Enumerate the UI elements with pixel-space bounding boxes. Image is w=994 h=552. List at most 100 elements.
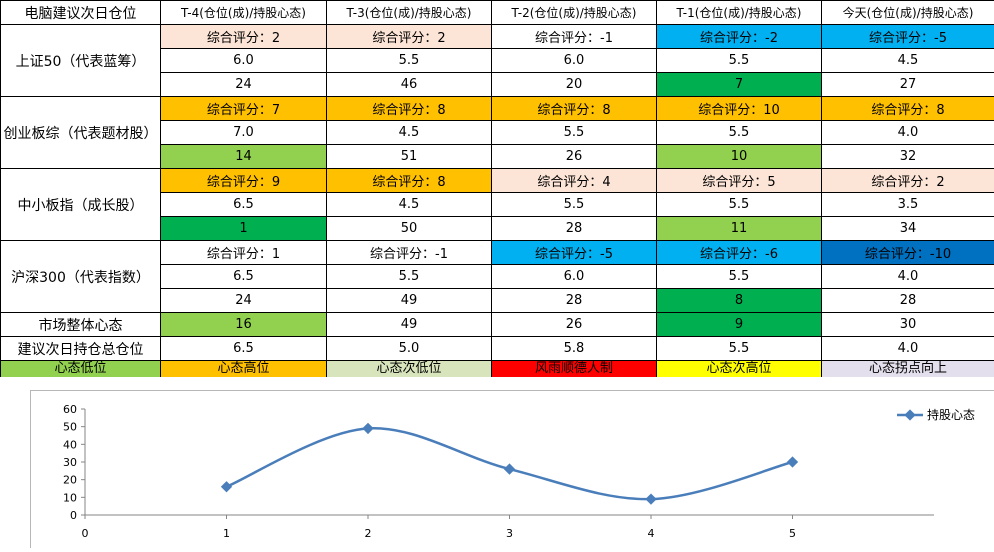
position-cell: 6.5 (161, 265, 327, 289)
data-point-marker (645, 493, 656, 504)
legend-cell: 心态低位 (1, 361, 161, 378)
legend-cell: 心态高位 (161, 361, 327, 378)
suggest-cell: 6.5 (161, 337, 327, 361)
market-mood-cell: 30 (822, 313, 994, 337)
index-name: 沪深300（代表指数） (1, 241, 161, 313)
position-cell: 3.5 (822, 193, 994, 217)
mood-cell: 14 (161, 145, 327, 169)
score-cell: 综合评分：-1 (327, 241, 492, 265)
legend-label: 持股心态 (927, 407, 975, 422)
x-tick-label: 0 (82, 527, 89, 540)
position-cell: 5.5 (657, 193, 822, 217)
score-cell: 综合评分：4 (492, 169, 657, 193)
position-cell: 5.5 (492, 193, 657, 217)
x-tick-label: 4 (648, 527, 655, 540)
index-name: 上证50（代表蓝筹） (1, 25, 161, 97)
table-title: 电脑建议次日仓位 (1, 1, 161, 25)
mood-cell: 51 (327, 145, 492, 169)
y-tick-label: 10 (63, 491, 77, 504)
suggest-cell: 5.8 (492, 337, 657, 361)
mood-cell: 28 (822, 289, 994, 313)
legend-marker (904, 409, 915, 420)
position-cell: 5.5 (657, 121, 822, 145)
score-cell: 综合评分：1 (161, 241, 327, 265)
market-mood-cell: 49 (327, 313, 492, 337)
position-cell: 4.0 (822, 121, 994, 145)
mood-cell: 20 (492, 73, 657, 97)
suggest-label: 建议次日持仓总仓位 (1, 337, 161, 361)
mood-cell: 8 (657, 289, 822, 313)
position-cell: 7.0 (161, 121, 327, 145)
position-cell: 5.5 (657, 265, 822, 289)
mood-cell: 28 (492, 289, 657, 313)
y-tick-label: 50 (63, 421, 77, 434)
position-cell: 5.5 (327, 49, 492, 73)
mood-cell: 24 (161, 73, 327, 97)
position-cell: 6.0 (161, 49, 327, 73)
mood-cell: 11 (657, 217, 822, 241)
y-tick-label: 60 (63, 403, 77, 416)
data-point-marker (362, 423, 373, 434)
mood-cell: 1 (161, 217, 327, 241)
mood-cell: 32 (822, 145, 994, 169)
mood-cell: 34 (822, 217, 994, 241)
score-cell: 综合评分：2 (327, 25, 492, 49)
position-cell: 5.5 (657, 49, 822, 73)
market-mood-cell: 9 (657, 313, 822, 337)
index-name: 中小板指（成长股） (1, 169, 161, 241)
mood-cell: 49 (327, 289, 492, 313)
data-point-marker (787, 456, 798, 467)
score-cell: 综合评分：2 (161, 25, 327, 49)
score-cell: 综合评分：8 (492, 97, 657, 121)
y-tick-label: 40 (63, 438, 77, 451)
score-cell: 综合评分：8 (327, 169, 492, 193)
position-cell: 5.5 (492, 121, 657, 145)
mood-cell: 24 (161, 289, 327, 313)
position-cell: 6.0 (492, 49, 657, 73)
score-cell: 综合评分：-2 (657, 25, 822, 49)
position-cell: 4.5 (327, 121, 492, 145)
score-cell: 综合评分：-5 (492, 241, 657, 265)
score-cell: 综合评分：-1 (492, 25, 657, 49)
data-point-marker (504, 463, 515, 474)
suggest-cell: 5.0 (327, 337, 492, 361)
score-cell: 综合评分：-5 (822, 25, 994, 49)
position-cell: 5.5 (327, 265, 492, 289)
score-cell: 综合评分：8 (822, 97, 994, 121)
legend-cell: 风雨顺德人制 (492, 361, 657, 378)
score-cell: 综合评分：7 (161, 97, 327, 121)
mood-cell: 46 (327, 73, 492, 97)
y-tick-label: 0 (70, 509, 77, 522)
column-header: T-4(仓位(成)/持股心态) (161, 1, 327, 25)
position-cell: 6.5 (161, 193, 327, 217)
score-cell: 综合评分：-6 (657, 241, 822, 265)
x-tick-label: 2 (365, 527, 372, 540)
position-cell: 6.0 (492, 265, 657, 289)
y-tick-label: 30 (63, 456, 77, 469)
score-cell: 综合评分：9 (161, 169, 327, 193)
mood-cell: 50 (327, 217, 492, 241)
legend-cell: 心态次低位 (327, 361, 492, 378)
legend-row: 心态低位心态高位心态次低位风雨顺德人制心态次高位心态拐点向上 (1, 361, 994, 378)
mood-cell: 10 (657, 145, 822, 169)
score-cell: 综合评分：8 (327, 97, 492, 121)
mood-cell: 27 (822, 73, 994, 97)
position-cell: 4.5 (822, 49, 994, 73)
legend-cell: 心态次高位 (657, 361, 822, 378)
score-cell: 综合评分：-10 (822, 241, 994, 265)
market-mood-cell: 26 (492, 313, 657, 337)
score-cell: 综合评分：5 (657, 169, 822, 193)
score-cell: 综合评分：2 (822, 169, 994, 193)
mood-cell: 28 (492, 217, 657, 241)
legend-cell: 心态拐点向上 (822, 361, 994, 378)
position-cell: 4.0 (822, 265, 994, 289)
